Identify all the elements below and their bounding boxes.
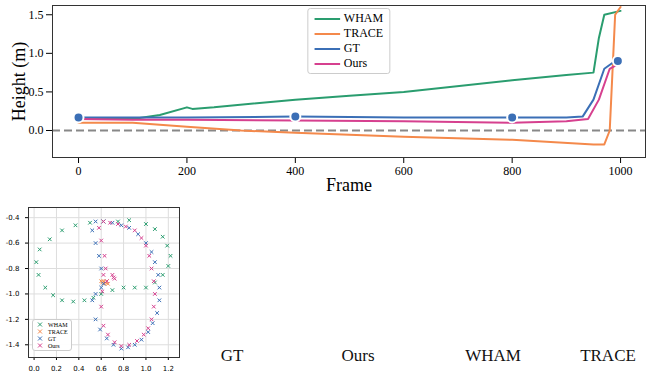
- svg-text:Height (m): Height (m): [9, 42, 30, 121]
- svg-text:200: 200: [178, 164, 196, 178]
- html-text:Ours: Ours: [343, 56, 368, 70]
- html-text:WHAM: WHAM: [48, 321, 68, 328]
- svg-text:-1.4: -1.4: [6, 341, 20, 349]
- svg-text:400: 400: [286, 164, 304, 178]
- html-text:TRACE: TRACE: [343, 26, 384, 40]
- svg-text:0.4: 0.4: [73, 365, 85, 373]
- svg-text:0.2: 0.2: [51, 365, 62, 373]
- html-text:Ours: Ours: [48, 342, 60, 349]
- svg-text:0.0: 0.0: [29, 365, 40, 373]
- html-text:WHAM: WHAM: [465, 346, 521, 365]
- svg-text:1.0: 1.0: [29, 46, 44, 60]
- html-text:GT: GT: [343, 41, 360, 55]
- svg-text:1.2: 1.2: [163, 365, 174, 373]
- svg-text:800: 800: [503, 164, 521, 178]
- html-text:TRACE: TRACE: [48, 328, 68, 335]
- svg-text:0.0: 0.0: [29, 123, 44, 137]
- svg-text:0.6: 0.6: [96, 365, 108, 373]
- svg-text:-0.6: -0.6: [6, 239, 20, 247]
- html-text:WHAM: WHAM: [343, 11, 384, 25]
- svg-text:1.0: 1.0: [140, 365, 151, 373]
- html-text:GT: GT: [48, 335, 56, 342]
- svg-text:1.5: 1.5: [29, 8, 44, 22]
- svg-text:0.5: 0.5: [29, 85, 44, 99]
- svg-text:-1.0: -1.0: [6, 290, 20, 298]
- svg-text:0.8: 0.8: [118, 365, 129, 373]
- html-text:Ours: Ours: [341, 346, 375, 365]
- svg-text:Frame: Frame: [326, 175, 372, 195]
- svg-text:-0.4: -0.4: [6, 214, 20, 222]
- html-text:GT: GT: [220, 346, 244, 365]
- svg-text:0: 0: [76, 164, 82, 178]
- svg-text:-0.8: -0.8: [6, 265, 20, 273]
- html-text:TRACE: TRACE: [580, 346, 636, 365]
- svg-text:-1.2: -1.2: [6, 316, 20, 324]
- svg-text:1000: 1000: [609, 164, 633, 178]
- svg-text:600: 600: [395, 164, 413, 178]
